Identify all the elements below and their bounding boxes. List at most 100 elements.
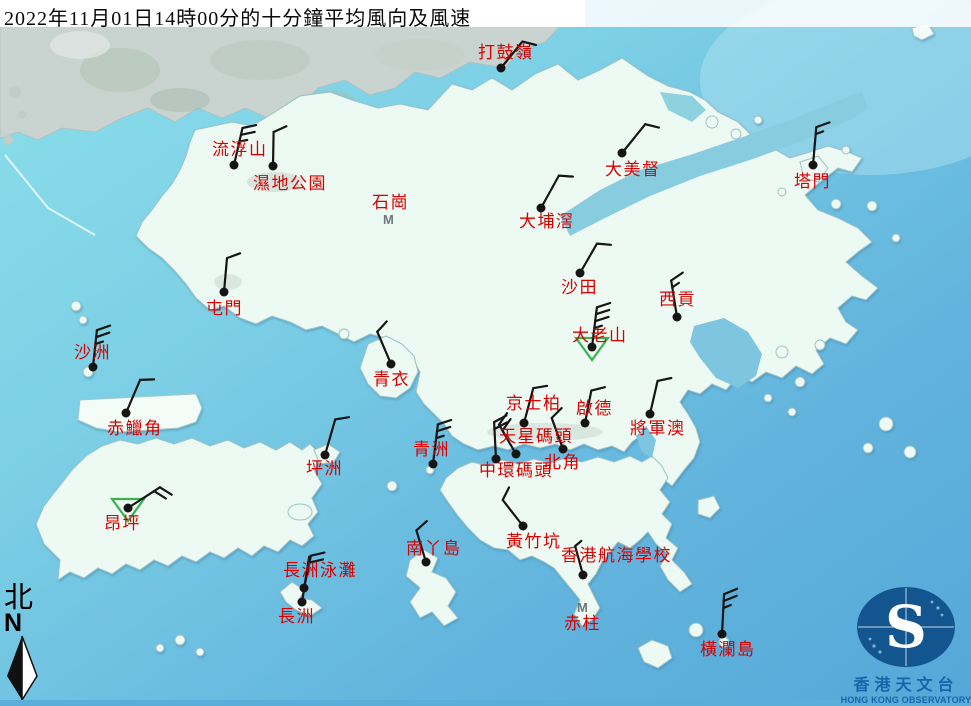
station-流浮山 (229, 123, 258, 170)
compass-label-cn: 北 (4, 582, 34, 614)
station-黃竹坑 (501, 486, 528, 531)
station-label: 青洲 (413, 440, 450, 460)
station-label: 沙田 (561, 278, 598, 298)
missing-data-marker: M (577, 600, 588, 615)
inner-waters (4, 92, 868, 458)
hko-logo: S 香港天文台 HONG KONG OBSERVATORY (840, 584, 971, 706)
station-label: 香港航海學校 (561, 546, 672, 566)
station-label: 流浮山 (212, 140, 268, 160)
station-南丫島 (415, 519, 431, 567)
station-大老山 (573, 301, 612, 362)
station-dot (575, 268, 585, 278)
station-label: 天星碼頭 (499, 427, 573, 447)
station-塔門 (808, 121, 831, 170)
station-沙田 (575, 242, 613, 278)
station-橫瀾島 (717, 587, 739, 639)
north-compass: 北 N (2, 584, 48, 705)
station-屯門 (219, 252, 242, 297)
station-label: 石崗 (372, 193, 409, 213)
station-label: 啟德 (576, 399, 613, 419)
title-bar-background (0, 0, 585, 27)
station-啟德 (580, 386, 607, 428)
station-label: 大美督 (605, 160, 661, 180)
station-dot (491, 454, 501, 464)
station-label: 橫瀾島 (700, 640, 756, 660)
green-triangle-marker (573, 336, 611, 362)
north-arrow-icon (7, 635, 38, 703)
map-title: 2022年11月01日14時00分的十分鐘平均風向及風速 (4, 8, 472, 30)
station-label: 沙洲 (74, 343, 111, 363)
station-dot (320, 450, 330, 460)
station-青衣 (376, 320, 396, 369)
station-label: 大埔滘 (519, 212, 575, 232)
svg-text:S: S (885, 593, 927, 661)
station-label: 南丫島 (406, 539, 462, 559)
station-label: 赤鱲角 (107, 419, 163, 439)
hko-logo-icon: S (857, 587, 955, 667)
station-dot (558, 444, 568, 454)
station-label: 京士柏 (506, 394, 562, 414)
station-大埔滘 (536, 174, 575, 213)
station-dot (578, 570, 588, 580)
station-dot (645, 409, 655, 419)
station-赤鱲角 (121, 378, 156, 418)
station-香港航海學校 (574, 539, 588, 580)
station-dot (428, 459, 438, 469)
airport-island (77, 393, 203, 433)
shenzhen-bay-bridge (4, 154, 96, 236)
station-label: 屯門 (206, 299, 243, 319)
station-dot (617, 148, 627, 158)
logo-name-en: HONG KONG OBSERVATORY (840, 695, 971, 706)
green-triangle-marker (109, 497, 147, 523)
station-dot (386, 359, 396, 369)
station-label: 打鼓嶺 (478, 43, 534, 63)
station-label: 赤柱 (564, 614, 601, 634)
station-京士柏 (519, 384, 549, 428)
station-青洲 (428, 418, 453, 469)
station-北角 (550, 407, 568, 454)
station-label: 西貢 (659, 290, 696, 310)
station-dot (536, 203, 546, 213)
station-label: 昂坪 (104, 514, 141, 534)
station-label: 坪洲 (306, 459, 343, 479)
station-赤柱: M (577, 600, 588, 615)
station-dot (229, 160, 239, 170)
station-dot (123, 503, 133, 513)
station-長洲 (297, 555, 311, 607)
station-dot (421, 557, 431, 567)
station-沙洲 (88, 324, 112, 372)
station-dot (297, 597, 307, 607)
station-label: 青衣 (373, 370, 410, 390)
station-將軍澳 (645, 376, 673, 419)
station-西貢 (670, 271, 684, 322)
station-打鼓嶺 (496, 40, 538, 73)
station-label: 大老山 (572, 326, 628, 346)
station-大美督 (617, 123, 661, 158)
station-dot (219, 287, 229, 297)
station-dot (268, 161, 278, 171)
station-label: 黃竹坑 (506, 532, 562, 552)
small-islands (70, 23, 935, 669)
station-dot (121, 408, 131, 418)
station-dot (496, 63, 506, 73)
station-石崗: M (383, 212, 394, 227)
station-label: 將軍澳 (630, 419, 686, 439)
missing-data-marker: M (383, 212, 394, 227)
station-label: 中環碼頭 (479, 461, 553, 481)
station-layer: MM (88, 40, 831, 639)
station-label: 濕地公園 (253, 174, 327, 194)
station-dot (808, 160, 818, 170)
station-dot (717, 629, 727, 639)
station-濕地公園 (268, 125, 288, 171)
lamma-island (405, 549, 459, 627)
station-dot (672, 312, 682, 322)
station-dot (587, 342, 597, 352)
lantau-island (35, 437, 323, 582)
station-dot (518, 521, 528, 531)
logo-name-cn: 香港天文台 (853, 677, 959, 694)
station-label: 長洲 (278, 607, 315, 627)
station-label: 塔門 (794, 172, 831, 192)
station-label: 長洲泳灘 (283, 561, 357, 581)
title-bar: 2022年11月01日14時00分的十分鐘平均風向及風速 (0, 0, 971, 30)
